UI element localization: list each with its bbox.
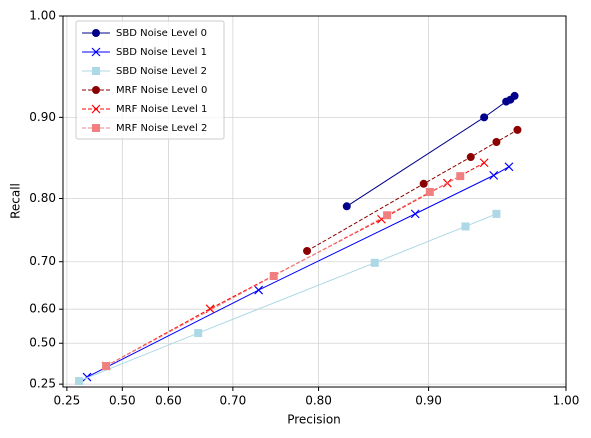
point: [492, 209, 501, 218]
point: [419, 179, 428, 188]
point: [492, 138, 501, 147]
point: [461, 222, 470, 231]
legend-box: [75, 20, 225, 140]
x-tick-label: 0.90: [415, 394, 442, 408]
series-line: [78, 213, 497, 382]
x-tick-label: 0.60: [155, 394, 182, 408]
point: [92, 29, 100, 37]
legend-label: MRF Noise Level 1: [116, 104, 207, 115]
legend-label: MRF Noise Level 2: [116, 123, 207, 134]
x-axis-label: Precision: [287, 413, 341, 427]
y-tick-label: 0.50: [29, 336, 56, 350]
point: [480, 113, 489, 122]
point: [269, 271, 278, 280]
y-tick-label: 0.25: [29, 377, 56, 391]
point: [489, 170, 499, 180]
legend-label: SBD Noise Level 2: [116, 66, 207, 77]
point: [303, 246, 312, 255]
x-tick-label: 0.50: [109, 394, 136, 408]
point: [92, 86, 100, 94]
x-tick-label: 0.80: [305, 394, 332, 408]
y-tick-label: 1.00: [29, 9, 56, 23]
y-axis-label: Recall: [9, 183, 23, 219]
legend-label: MRF Noise Level 0: [116, 85, 207, 96]
y-tick-label: 0.60: [29, 302, 56, 316]
point: [102, 362, 111, 371]
x-tick-label: 1.00: [553, 394, 580, 408]
point: [370, 258, 379, 267]
point: [456, 172, 465, 181]
point: [342, 202, 351, 211]
point: [75, 377, 84, 386]
x-tick-label: 0.25: [54, 394, 81, 408]
x-tick-label: 0.70: [220, 394, 247, 408]
point: [254, 285, 264, 295]
point: [513, 125, 522, 134]
point: [479, 158, 489, 168]
point: [410, 209, 420, 219]
y-tick-label: 0.70: [29, 254, 56, 268]
plot-frame: [62, 15, 567, 388]
point: [504, 162, 514, 172]
point: [91, 47, 101, 57]
point: [383, 211, 392, 220]
legend-label: SBD Noise Level 1: [116, 47, 207, 58]
point: [194, 329, 203, 338]
point: [425, 187, 434, 196]
point: [92, 67, 100, 75]
point: [82, 372, 92, 382]
point: [510, 91, 519, 100]
point: [91, 104, 101, 114]
series-line: [306, 129, 518, 252]
legend-label: SBD Noise Level 0: [116, 28, 207, 39]
y-tick-label: 0.80: [29, 191, 56, 205]
y-tick-label: 0.90: [29, 110, 56, 124]
series-line: [105, 175, 461, 367]
point: [466, 153, 475, 162]
point: [92, 124, 100, 132]
